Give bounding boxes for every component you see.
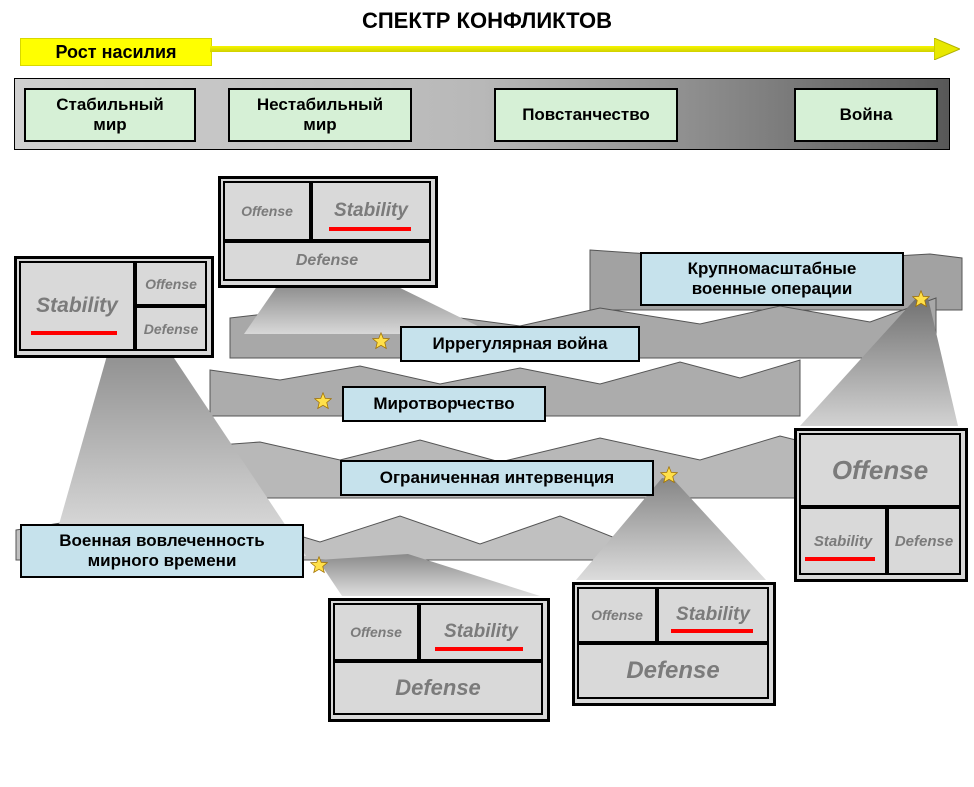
op-label-op1: Крупномасштабные военные операции bbox=[640, 252, 904, 306]
op-label-op4: Ограниченная интервенция bbox=[340, 460, 654, 496]
triad-bottom-right-small-offense: Offense bbox=[577, 587, 657, 643]
triad-top-center-offense: Offense bbox=[223, 181, 311, 241]
underline-far-right bbox=[805, 557, 875, 561]
star-icon bbox=[912, 290, 930, 308]
triad-far-right-stability: Stability bbox=[799, 507, 887, 575]
op-label-op3: Миротворчество bbox=[342, 386, 546, 422]
star-icon bbox=[372, 332, 390, 350]
triad-bottom-right-small-stability: Stability bbox=[657, 587, 769, 643]
triad-bottom-center-offense: Offense bbox=[333, 603, 419, 661]
underline-bottom-center bbox=[435, 647, 523, 651]
triad-top-center-stability: Stability bbox=[311, 181, 431, 241]
op-label-op5: Военная вовлеченность мирного времени bbox=[20, 524, 304, 578]
triad-bottom-right-small-defense: Defense bbox=[577, 643, 769, 699]
triad-top-center: OffenseStabilityDefense bbox=[218, 176, 438, 288]
triad-left: StabilityOffenseDefense bbox=[14, 256, 214, 358]
connector-triad-bottom-center bbox=[318, 554, 540, 596]
triad-left-stability: Stability bbox=[19, 261, 135, 351]
underline-bottom-right-small bbox=[671, 629, 753, 633]
triad-left-defense: Defense bbox=[135, 306, 207, 351]
triad-bottom-center: OffenseStabilityDefense bbox=[328, 598, 550, 722]
connector-triad-far-right bbox=[800, 296, 958, 426]
triad-top-center-defense: Defense bbox=[223, 241, 431, 281]
op-label-op2: Иррегулярная война bbox=[400, 326, 640, 362]
triad-bottom-center-stability: Stability bbox=[419, 603, 543, 661]
star-icon bbox=[310, 556, 328, 574]
triad-far-right-offense: Offense bbox=[799, 433, 961, 507]
triad-far-right: OffenseStabilityDefense bbox=[794, 428, 968, 582]
triad-bottom-center-defense: Defense bbox=[333, 661, 543, 715]
underline-left bbox=[31, 331, 117, 335]
triad-bottom-right-small: OffenseStabilityDefense bbox=[572, 582, 776, 706]
star-icon bbox=[314, 392, 332, 410]
underline-top-center bbox=[329, 227, 411, 231]
triad-left-offense: Offense bbox=[135, 261, 207, 306]
star-icon bbox=[660, 466, 678, 484]
triad-far-right-defense: Defense bbox=[887, 507, 961, 575]
